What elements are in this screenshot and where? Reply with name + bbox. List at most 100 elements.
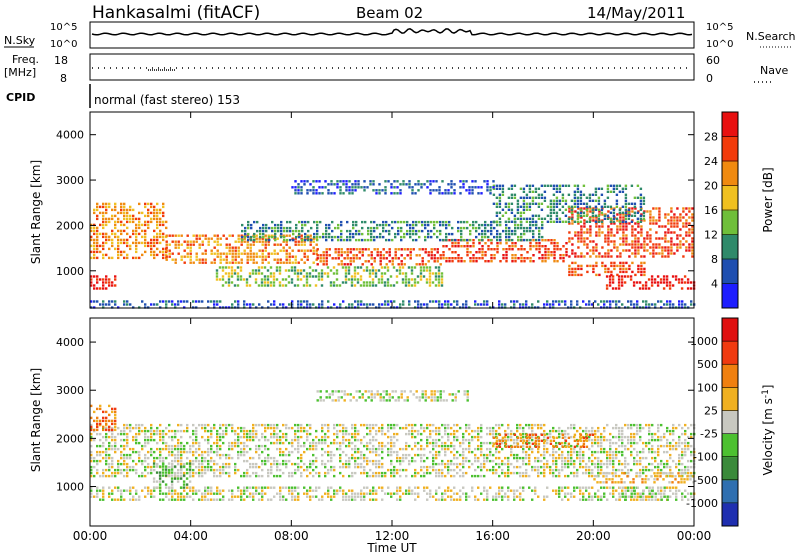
- data-cell: [111, 438, 114, 442]
- data-cell: [309, 447, 312, 451]
- data-cell: [519, 456, 522, 460]
- data-cell: [266, 281, 270, 284]
- data-cell: [588, 447, 591, 451]
- data-cell: [484, 223, 487, 227]
- data-cell: [571, 273, 574, 277]
- data-cell: [120, 253, 123, 257]
- data-cell: [237, 432, 240, 436]
- data-cell: [342, 192, 345, 195]
- data-cell: [285, 435, 288, 439]
- data-cell: [617, 281, 621, 284]
- data-cell: [102, 471, 105, 475]
- data-cell: [147, 462, 150, 466]
- data-cell: [555, 187, 559, 190]
- data-cell: [423, 429, 426, 433]
- data-cell: [519, 187, 523, 190]
- data-cell: [498, 450, 501, 454]
- data-cell: [615, 447, 618, 451]
- data-cell: [249, 462, 252, 466]
- data-cell: [618, 462, 621, 466]
- data-cell: [540, 208, 544, 211]
- data-cell: [90, 284, 93, 287]
- data-cell: [634, 273, 637, 277]
- data-cell: [99, 278, 102, 281]
- data-cell: [391, 257, 394, 260]
- data-cell: [336, 435, 339, 439]
- data-cell: [147, 211, 150, 215]
- data-cell: [382, 248, 385, 251]
- data-cell: [351, 303, 354, 306]
- data-cell: [171, 429, 174, 433]
- data-cell: [456, 471, 459, 475]
- data-cell: [561, 465, 564, 469]
- nsearch-axis-bottom: 10^0: [706, 39, 733, 50]
- data-cell: [630, 441, 633, 445]
- data-cell: [312, 246, 315, 249]
- data-cell: [291, 438, 294, 442]
- data-cell: [346, 235, 349, 239]
- data-cell: [168, 300, 171, 303]
- data-cell: [219, 423, 222, 427]
- data-cell: [201, 465, 204, 469]
- data-cell: [403, 235, 406, 239]
- data-cell: [381, 444, 384, 448]
- data-cell: [591, 441, 594, 445]
- data-cell: [337, 248, 340, 251]
- data-cell: [336, 423, 339, 427]
- data-cell: [492, 468, 495, 472]
- data-cell: [327, 468, 330, 472]
- data-cell: [570, 471, 573, 475]
- data-cell: [380, 266, 384, 269]
- velocity-data-cells: [90, 390, 696, 501]
- data-cell: [492, 202, 496, 205]
- data-cell: [345, 444, 348, 448]
- data-cell: [508, 226, 511, 230]
- data-cell: [162, 250, 165, 254]
- data-cell: [219, 453, 222, 457]
- data-cell: [234, 252, 237, 255]
- data-cell: [447, 192, 450, 195]
- data-cell: [189, 252, 192, 255]
- data-cell: [471, 180, 474, 183]
- data-cell: [279, 261, 282, 264]
- data-cell: [135, 435, 138, 439]
- data-cell: [384, 180, 387, 183]
- data-cell: [630, 300, 633, 303]
- data-cell: [410, 269, 414, 272]
- data-cell: [444, 423, 447, 427]
- data-cell: [102, 300, 105, 303]
- data-cell: [613, 243, 616, 246]
- data-cell: [303, 255, 306, 258]
- data-cell: [420, 423, 423, 427]
- data-cell: [588, 429, 591, 433]
- data-cell: [378, 474, 381, 478]
- data-cell: [117, 244, 120, 248]
- data-cell: [546, 214, 550, 217]
- data-cell: [480, 474, 483, 478]
- data-cell: [267, 234, 270, 237]
- data-cell: [561, 211, 565, 214]
- data-cell: [306, 447, 309, 451]
- data-cell: [444, 189, 447, 192]
- data-cell: [363, 453, 366, 457]
- data-cell: [201, 456, 204, 460]
- data-cell: [580, 255, 583, 258]
- data-cell: [385, 238, 388, 242]
- data-cell: [271, 235, 274, 239]
- data-cell: [666, 303, 669, 306]
- data-cell: [399, 474, 402, 478]
- data-cell: [519, 217, 523, 220]
- data-cell: [231, 303, 234, 306]
- data-cell: [329, 281, 333, 284]
- data-cell: [240, 453, 243, 457]
- data-cell: [677, 278, 681, 281]
- data-cell: [321, 192, 324, 195]
- data-cell: [252, 303, 255, 306]
- data-cell: [96, 287, 99, 290]
- data-cell: [507, 462, 510, 466]
- data-cell: [580, 252, 583, 255]
- data-cell: [583, 219, 586, 222]
- data-cell: [514, 226, 517, 230]
- data-cell: [306, 249, 309, 252]
- data-cell: [141, 447, 144, 451]
